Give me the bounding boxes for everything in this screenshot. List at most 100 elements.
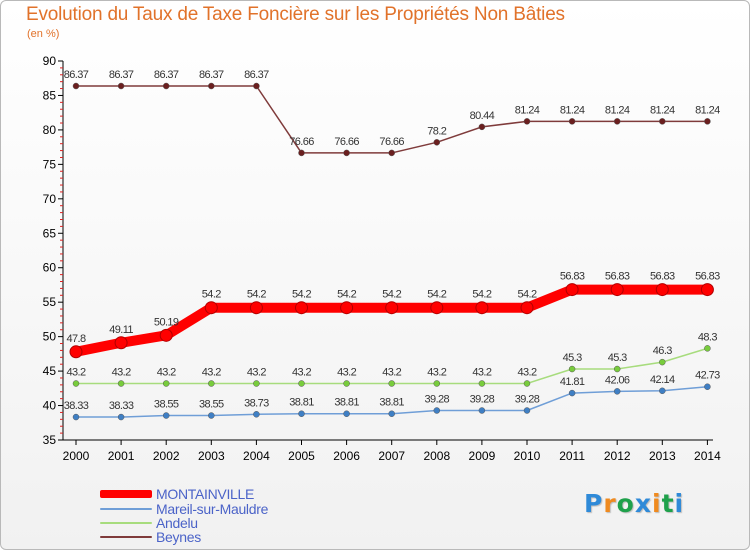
data-label: 54.2 [382,289,401,301]
data-point [613,118,621,125]
data-point [298,410,305,417]
x-tick-label: 2003 [198,449,225,463]
data-label: 49.11 [109,324,133,336]
data-point [610,283,624,297]
x-tick-label: 2001 [108,449,135,463]
data-label: 76.66 [379,136,404,148]
data-point [162,412,170,419]
data-point [295,301,308,315]
data-label: 54.2 [427,289,446,301]
data-label: 42.14 [650,374,675,386]
data-point [433,139,441,146]
data-label: 56.83 [650,271,675,283]
legend-label: MONTAINVILLE [156,486,255,502]
data-point [659,358,666,366]
data-point [659,118,666,125]
data-label: 54.2 [517,289,536,301]
y-tick-label: 60 [43,261,57,275]
data-label: 41.81 [560,376,585,388]
data-label: 81.24 [695,104,720,116]
data-point [208,82,215,90]
data-point [204,301,218,315]
data-point [253,411,260,418]
data-point [385,301,399,315]
data-point [520,301,534,315]
data-point [478,380,486,387]
data-label: 42.73 [695,370,720,382]
data-label: 43.2 [292,366,311,378]
y-tick-label: 55 [43,295,57,309]
data-label: 38.81 [334,397,359,409]
data-point [523,380,531,387]
data-label: 54.2 [247,289,266,301]
data-point [343,380,350,387]
data-point [69,345,83,359]
data-point [704,118,711,125]
y-tick-label: 45 [43,364,57,378]
legend-item-mareil-sur-mauldre: Mareil-sur-Mauldre [100,501,268,517]
data-point [700,283,714,297]
legend-label: Andelu [156,515,198,531]
data-label: 38.33 [109,400,134,412]
legend-item-beynes: Beynes [100,529,201,545]
x-tick-label: 2014 [694,449,721,463]
x-tick-label: 2011 [559,449,585,463]
data-point [208,412,215,419]
chart-subtitle: (en %) [27,28,60,40]
data-label: 43.2 [202,366,221,378]
data-label: 80.44 [470,110,495,122]
data-point [343,410,350,417]
data-point [253,380,260,387]
data-label: 46.3 [653,345,672,357]
x-tick-label: 2012 [604,449,631,463]
data-label: 86.37 [109,69,134,81]
data-point [478,123,486,131]
logo-letter: o [616,489,635,518]
data-label: 54.2 [337,289,356,301]
y-tick-label: 85 [43,88,57,102]
data-point [430,301,444,315]
logo-letter: t [661,489,675,518]
data-label: 38.33 [64,400,89,412]
data-point [72,82,80,90]
data-point [159,328,173,342]
legend-swatch [100,490,152,498]
data-point [568,365,576,373]
x-tick-label: 2006 [333,449,360,463]
data-point [655,283,669,297]
data-label: 76.66 [334,136,359,148]
data-point [117,380,125,387]
x-tick-label: 2013 [649,449,676,463]
data-point [249,301,263,315]
data-point [433,407,441,414]
y-tick-label: 75 [43,157,57,171]
x-tick-label: 2010 [514,449,541,463]
data-point [162,380,170,387]
legend-label: Beynes [156,529,201,545]
y-tick-label: 90 [43,54,57,68]
data-label: 39.28 [470,394,495,406]
data-label: 54.2 [202,289,221,301]
data-point [388,149,395,157]
data-point [388,410,395,417]
data-label: 54.2 [472,289,491,301]
data-label: 43.2 [66,366,85,378]
data-point [343,149,350,157]
y-tick-label: 80 [43,123,57,137]
data-label: 45.3 [608,352,627,364]
data-label: 81.24 [560,104,585,116]
data-label: 76.66 [289,136,314,148]
data-label: 86.37 [64,69,89,81]
legend-item-montainville: MONTAINVILLE [100,486,254,502]
data-point [475,301,489,315]
data-label: 48.3 [698,331,717,343]
data-label: 86.37 [154,69,179,81]
data-label: 43.2 [427,366,446,378]
data-point [298,149,305,157]
legend-swatch [100,536,152,538]
data-label: 39.28 [515,394,540,406]
logo-letter: P [584,489,604,518]
data-point [433,380,441,387]
